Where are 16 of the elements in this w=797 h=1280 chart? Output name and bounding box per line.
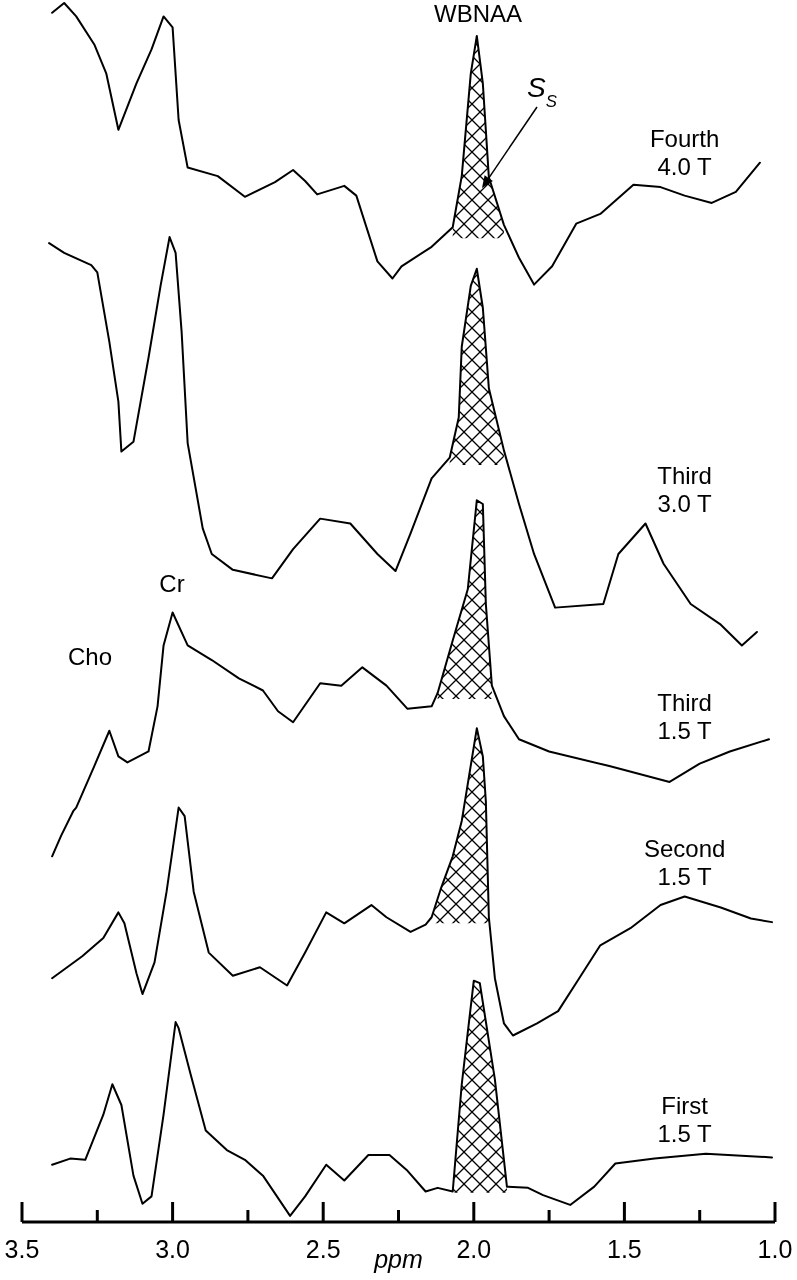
series-label: Fourth 4.0 T xyxy=(649,125,720,181)
x-tick-label: 2.5 xyxy=(305,1235,341,1263)
x-tick-label: 1.0 xyxy=(757,1235,793,1263)
series-label: First 1.5 T xyxy=(657,1091,713,1147)
annotation: Cho xyxy=(67,643,113,670)
x-tick-label: 1.5 xyxy=(607,1235,642,1263)
x-tick-label: 2.0 xyxy=(456,1235,492,1263)
annotation: WBNAA xyxy=(433,0,523,27)
series-label: Third 3.0 T xyxy=(657,461,713,517)
series-label: Third 1.5 T xyxy=(657,689,713,745)
annotation: Cr xyxy=(159,570,185,597)
annotation: S$_{S}$ xyxy=(527,72,558,111)
x-tick-label: 3.5 xyxy=(4,1235,40,1263)
series-label: Second 1.5 T xyxy=(643,834,726,890)
x-axis-title: ppm xyxy=(373,1245,423,1273)
x-tick-label: 3.0 xyxy=(155,1235,190,1263)
